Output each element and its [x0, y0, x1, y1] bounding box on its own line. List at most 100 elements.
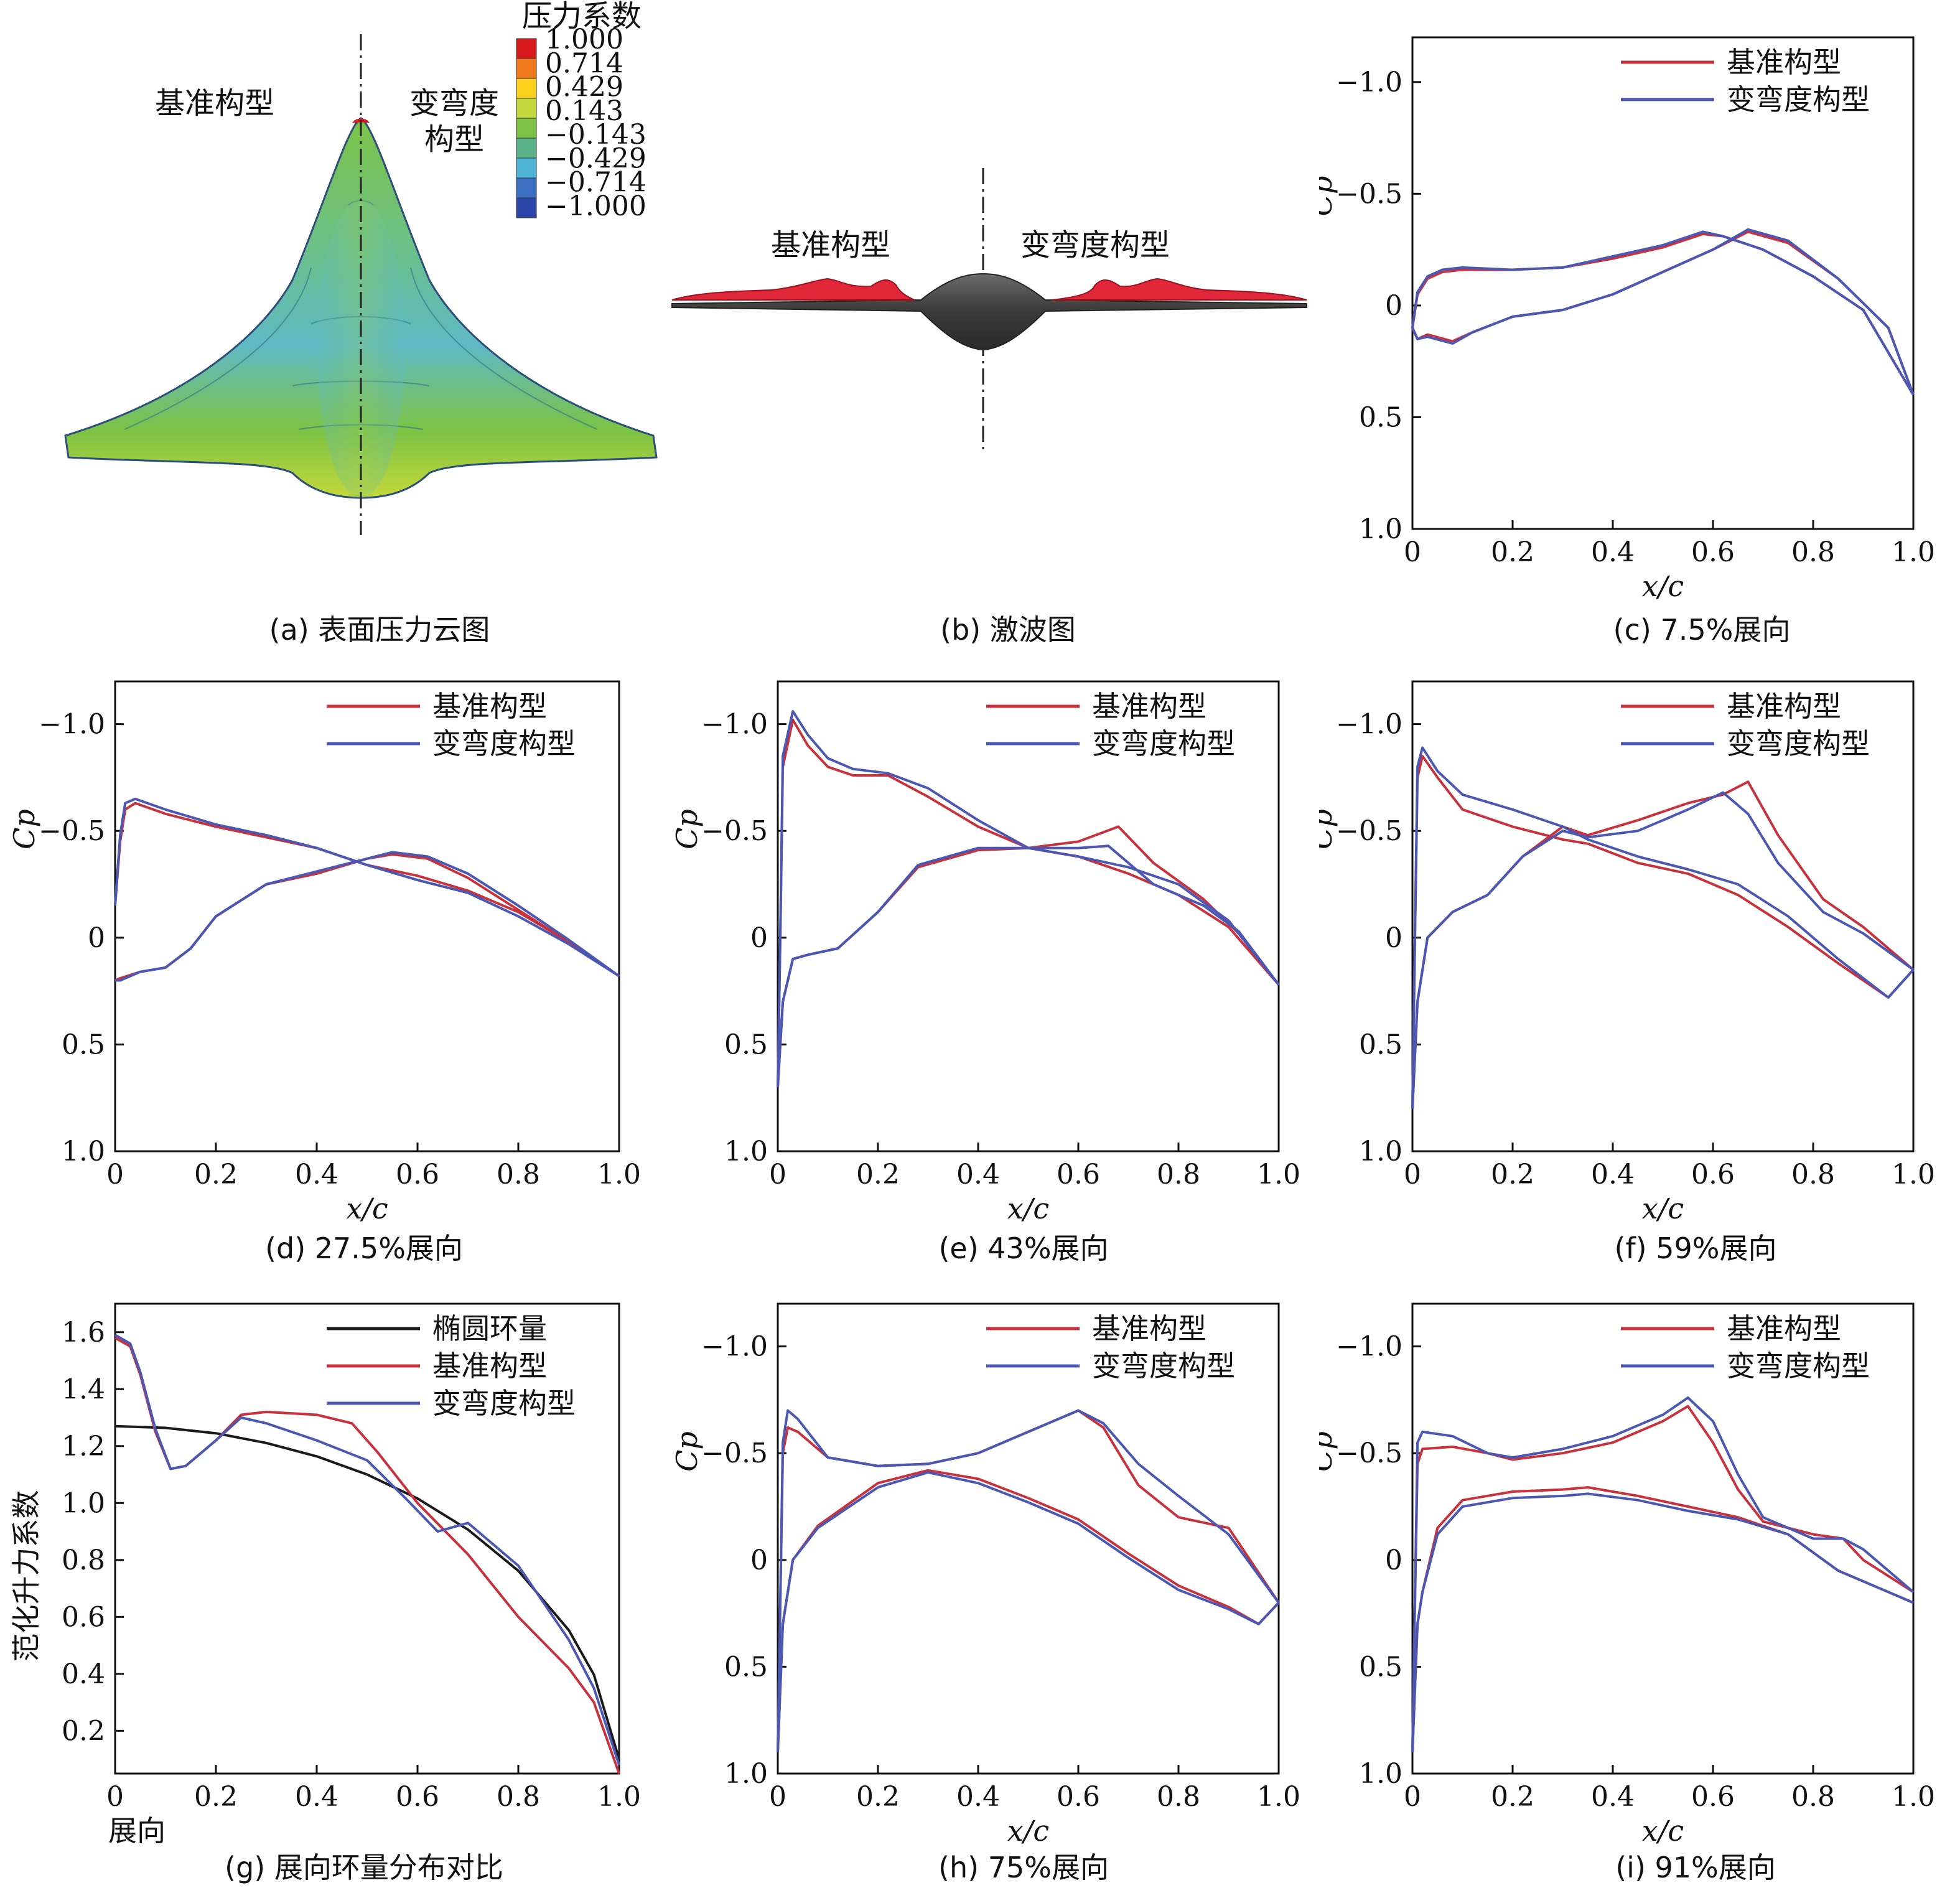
- y-tick-label: −0.5: [701, 1438, 768, 1469]
- panel-h-chart: 0 0.2 0.4 0.6 0.8 1.0 −1.0 −0.5 0 0.5 1.0 x/c Cp 基准构型…: [670, 1302, 1300, 1848]
- series-lower-surface: [114, 853, 620, 982]
- legend-label: 基准构型: [1727, 1312, 1841, 1345]
- plot-frame: [777, 680, 1280, 1152]
- x-tick-label: 0.4: [1591, 1159, 1635, 1190]
- series-line: [114, 1424, 620, 1760]
- x-tick-label: 1.0: [1892, 1781, 1935, 1813]
- x-tick-label: 1.0: [597, 1159, 641, 1190]
- panel-e-chart: 0 0.2 0.4 0.6 0.8 1.0 −1.0 −0.5 0 0.5 1.0 x/c Cp 基准构型…: [670, 680, 1300, 1225]
- y-tick-label: 1.0: [1359, 513, 1402, 545]
- y-tick-label: 0: [1385, 922, 1402, 954]
- series-upper-surface: [1411, 233, 1915, 396]
- caption-e: (e) 43%展向: [938, 1232, 1109, 1265]
- panel-d-chart: 0 0.2 0.4 0.6 0.8 1.0 −1.0 −0.5 0 0.5 1.0 x/c Cp 基准构型…: [7, 680, 641, 1225]
- y-tick-label: 0.5: [62, 1029, 105, 1060]
- fuselage-highlight: [317, 199, 404, 498]
- colorbar-tick-label: 1.000: [545, 24, 623, 55]
- series-upper-surface: [1411, 230, 1915, 396]
- x-tick-label: 0.8: [1791, 1159, 1835, 1190]
- x-tick-label: 1.0: [1257, 1781, 1300, 1813]
- y-tick-label: −1.0: [39, 709, 105, 741]
- series-line: [114, 1334, 620, 1765]
- x-tick-label: 0: [106, 1159, 124, 1190]
- x-tick-label: 0: [769, 1159, 786, 1190]
- x-tick-label: 1.0: [1257, 1159, 1300, 1190]
- plot-frame: [777, 1302, 1280, 1775]
- caption-h: (h) 75%展向: [938, 1851, 1109, 1884]
- legend-label: 变弯度构型: [1092, 727, 1235, 760]
- x-axis-label: x/c: [1007, 1192, 1049, 1225]
- label-baseline: 基准构型: [771, 228, 890, 263]
- y-tick-label: −0.5: [1336, 1438, 1402, 1469]
- x-tick-label: 0.6: [396, 1159, 439, 1190]
- aircraft-side-view: [671, 273, 1307, 351]
- label-baseline: 基准构型: [155, 86, 274, 121]
- y-tick-label: 1.0: [1359, 1758, 1402, 1790]
- series-upper-surface: [1411, 1396, 1915, 1752]
- y-tick-label: 0.6: [62, 1601, 105, 1633]
- x-tick-label: 0.2: [194, 1781, 238, 1813]
- colorbar-title: 压力系数: [522, 0, 642, 34]
- legend-label: 变弯度构型: [1727, 727, 1870, 760]
- legend-label: 基准构型: [1727, 45, 1841, 79]
- colorbar-segment: [516, 118, 537, 139]
- x-tick-label: 0.8: [1791, 536, 1835, 568]
- legend-label: 变弯度构型: [432, 1386, 576, 1420]
- panel-f-chart: 0 0.2 0.4 0.6 0.8 1.0 −1.0 −0.5 0 0.5 1.0 x/c Cp 基准构型…: [1319, 680, 1935, 1225]
- y-tick-label: 0.5: [724, 1029, 768, 1060]
- series-upper-surface: [1411, 755, 1915, 1109]
- x-axis-label: 展向: [108, 1814, 166, 1848]
- panel-c-chart: 0 0.2 0.4 0.6 0.8 1.0 −1.0 −0.5 0 0.5 1.0 x/c Cp 基准构型…: [1319, 36, 1935, 603]
- y-tick-label: 0.5: [724, 1651, 768, 1683]
- x-tick-label: 0: [1404, 1781, 1421, 1813]
- panel-b-shock-wave: 基准构型 变弯度构型: [671, 168, 1307, 454]
- series-upper-surface: [777, 710, 1280, 1088]
- y-tick-label: 0: [750, 1545, 768, 1576]
- shock-region-left: [671, 278, 915, 301]
- x-tick-label: 0.4: [1591, 1781, 1635, 1813]
- legend-label: 变弯度构型: [1092, 1349, 1235, 1383]
- y-axis-label: Cp: [7, 809, 41, 849]
- x-tick-label: 1.0: [1892, 536, 1935, 568]
- y-axis-label: Cp: [670, 1431, 704, 1472]
- y-tick-label: 0.5: [1359, 401, 1402, 433]
- x-tick-label: 0.2: [856, 1159, 900, 1190]
- x-tick-label: 0.6: [396, 1781, 439, 1813]
- y-tick-label: −0.5: [39, 815, 105, 847]
- x-tick-label: 0: [1404, 536, 1421, 568]
- colorbar: 1.0000.7140.4290.143−0.143−0.429−0.714−1…: [516, 24, 646, 222]
- y-tick-label: −0.5: [1336, 815, 1402, 847]
- series-lower-surface: [115, 851, 620, 982]
- y-tick-label: 1.0: [1359, 1136, 1402, 1167]
- caption-b: (b) 激波图: [940, 613, 1076, 647]
- series-lower-surface: [777, 844, 1280, 1088]
- y-tick-label: −1.0: [1336, 67, 1402, 98]
- y-tick-label: 0: [88, 922, 105, 954]
- x-axis-label: x/c: [1642, 1192, 1684, 1225]
- y-tick-label: 0.5: [1359, 1651, 1402, 1683]
- x-tick-label: 0: [1404, 1159, 1421, 1190]
- colorbar-segment: [516, 78, 537, 99]
- colorbar-segment: [516, 177, 537, 199]
- colorbar-segment: [516, 138, 537, 159]
- panel-a-pressure-contour: 基准构型 变弯度 构型 压力系数 1.0000.7140.4290.143−0.…: [64, 0, 658, 535]
- series-upper-surface: [114, 797, 620, 978]
- x-tick-label: 0.8: [1791, 1781, 1835, 1813]
- y-tick-label: −1.0: [701, 709, 768, 741]
- y-tick-label: 1.0: [724, 1136, 768, 1167]
- caption-d: (d) 27.5%展向: [265, 1232, 463, 1265]
- x-tick-label: 0.2: [1491, 1781, 1534, 1813]
- series-upper-surface: [777, 1409, 1280, 1752]
- label-variable-2: 构型: [424, 122, 484, 157]
- x-tick-label: 0.6: [1691, 1781, 1735, 1813]
- y-tick-label: 0: [750, 922, 768, 954]
- colorbar-tick-label: −0.429: [545, 143, 646, 174]
- x-tick-label: 0.4: [1591, 536, 1635, 568]
- x-tick-label: 0.2: [856, 1781, 900, 1813]
- x-tick-label: 0: [769, 1781, 786, 1813]
- y-tick-label: −0.5: [701, 815, 768, 847]
- colorbar-segment: [516, 58, 537, 79]
- y-tick-label: 0: [1385, 1545, 1402, 1576]
- panel-g-chart: 0 0.2 0.4 0.6 0.8 1.0 0.2 0.4 0.6 0.8 1.0 1.2 1.4 1.6…: [9, 1302, 641, 1848]
- x-tick-label: 0.4: [956, 1159, 1000, 1190]
